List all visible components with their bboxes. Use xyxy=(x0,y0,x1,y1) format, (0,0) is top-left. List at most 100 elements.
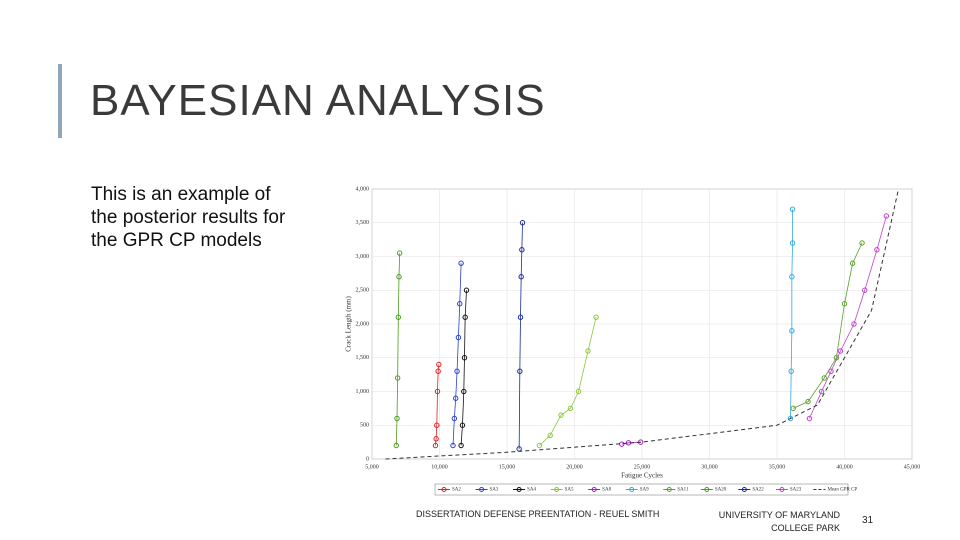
data-point xyxy=(435,368,441,374)
data-point xyxy=(517,314,524,320)
series-line xyxy=(435,364,440,446)
data-point xyxy=(517,368,523,374)
y-tick-label: 1,500 xyxy=(356,355,370,361)
data-point xyxy=(841,301,848,307)
legend-box xyxy=(434,483,849,496)
data-point xyxy=(851,321,857,327)
x-tick-label: 15,000 xyxy=(499,464,516,470)
footer-line: COLLEGE PARK xyxy=(771,523,840,533)
data-point xyxy=(585,348,591,354)
legend-marker xyxy=(591,487,597,492)
legend-label: SA20 xyxy=(715,488,727,493)
data-point xyxy=(454,368,460,374)
data-point xyxy=(519,247,525,253)
series-line xyxy=(518,222,523,449)
data-point xyxy=(567,405,574,412)
data-point xyxy=(883,213,890,219)
series-line xyxy=(790,209,793,419)
data-point xyxy=(434,388,441,395)
legend-label: SA2 xyxy=(452,488,461,493)
data-point xyxy=(396,250,403,256)
series-line xyxy=(809,215,887,419)
data-point xyxy=(450,442,456,449)
data-point xyxy=(806,415,813,422)
data-point xyxy=(458,260,464,266)
y-tick-label: 3,500 xyxy=(356,220,370,226)
y-tick-label: 1,000 xyxy=(356,389,370,395)
body-line: the posterior results for xyxy=(91,207,286,228)
legend-marker xyxy=(479,487,485,492)
data-point xyxy=(451,415,458,422)
data-point xyxy=(461,388,467,395)
data-point xyxy=(593,314,599,320)
legend-label: SA22 xyxy=(752,488,764,493)
x-tick-label: 20,000 xyxy=(566,464,583,470)
legend-label: Mean GPR CP xyxy=(827,488,857,493)
x-tick-label: 35,000 xyxy=(769,464,786,470)
series-line xyxy=(539,317,597,446)
data-point xyxy=(790,405,796,412)
data-point xyxy=(396,274,402,280)
legend-marker xyxy=(741,487,747,492)
data-point xyxy=(821,375,827,381)
data-point xyxy=(788,368,794,374)
y-tick-label: 4,000 xyxy=(356,186,370,192)
legend-marker xyxy=(779,487,785,492)
data-point xyxy=(859,240,865,246)
data-point xyxy=(575,388,582,395)
data-point xyxy=(789,206,796,212)
legend-label: SA3 xyxy=(490,488,499,493)
data-point xyxy=(463,287,470,293)
series-line xyxy=(395,253,401,446)
title-accent xyxy=(58,64,62,138)
body-line: This is an example of xyxy=(91,184,271,205)
legend-marker xyxy=(516,487,522,492)
legend-label: SA8 xyxy=(602,488,611,493)
slide-body: This is an example of the posterior resu… xyxy=(91,183,285,252)
data-point xyxy=(395,314,402,320)
data-point xyxy=(518,274,524,280)
data-point xyxy=(874,247,880,253)
data-point xyxy=(862,287,868,293)
footer-presentation: DISSERTATION DEFENSE PREENTATION - REUEL… xyxy=(416,509,660,519)
x-tick-label: 25,000 xyxy=(634,464,651,470)
legend-label: SA11 xyxy=(677,488,689,493)
footer-line: UNIVERSITY OF MARYLAND xyxy=(718,510,840,520)
data-point xyxy=(519,220,526,226)
data-point xyxy=(462,314,468,320)
data-point xyxy=(787,415,794,422)
data-point xyxy=(536,442,543,449)
data-point xyxy=(789,274,795,280)
y-tick-label: 2,500 xyxy=(356,288,370,294)
series-line xyxy=(452,263,462,446)
data-point xyxy=(433,436,439,442)
legend-marker xyxy=(666,487,672,492)
series-line xyxy=(385,188,899,460)
y-tick-label: 3,000 xyxy=(356,254,370,260)
data-point xyxy=(805,398,811,405)
y-tick-label: 0 xyxy=(366,456,369,462)
y-tick-label: 500 xyxy=(360,423,369,429)
data-point xyxy=(394,415,400,422)
x-tick-label: 5,000 xyxy=(365,464,379,470)
y-axis-label: Crack Length (mm) xyxy=(345,296,353,352)
data-point xyxy=(457,301,463,307)
data-point xyxy=(432,442,439,449)
x-tick-label: 40,000 xyxy=(836,464,853,470)
data-point xyxy=(459,422,466,428)
data-point xyxy=(455,334,462,341)
data-point xyxy=(453,395,459,401)
legend-label: SA9 xyxy=(640,488,649,493)
data-point xyxy=(434,422,440,428)
data-point xyxy=(789,328,795,334)
x-tick-label: 30,000 xyxy=(701,464,718,470)
data-point xyxy=(789,240,796,246)
data-point xyxy=(837,348,844,354)
legend-marker xyxy=(704,487,710,492)
data-point xyxy=(458,442,464,449)
slide-title: BAYESIAN ANALYSIS xyxy=(90,76,546,125)
data-point xyxy=(436,361,442,368)
data-point xyxy=(393,442,399,449)
